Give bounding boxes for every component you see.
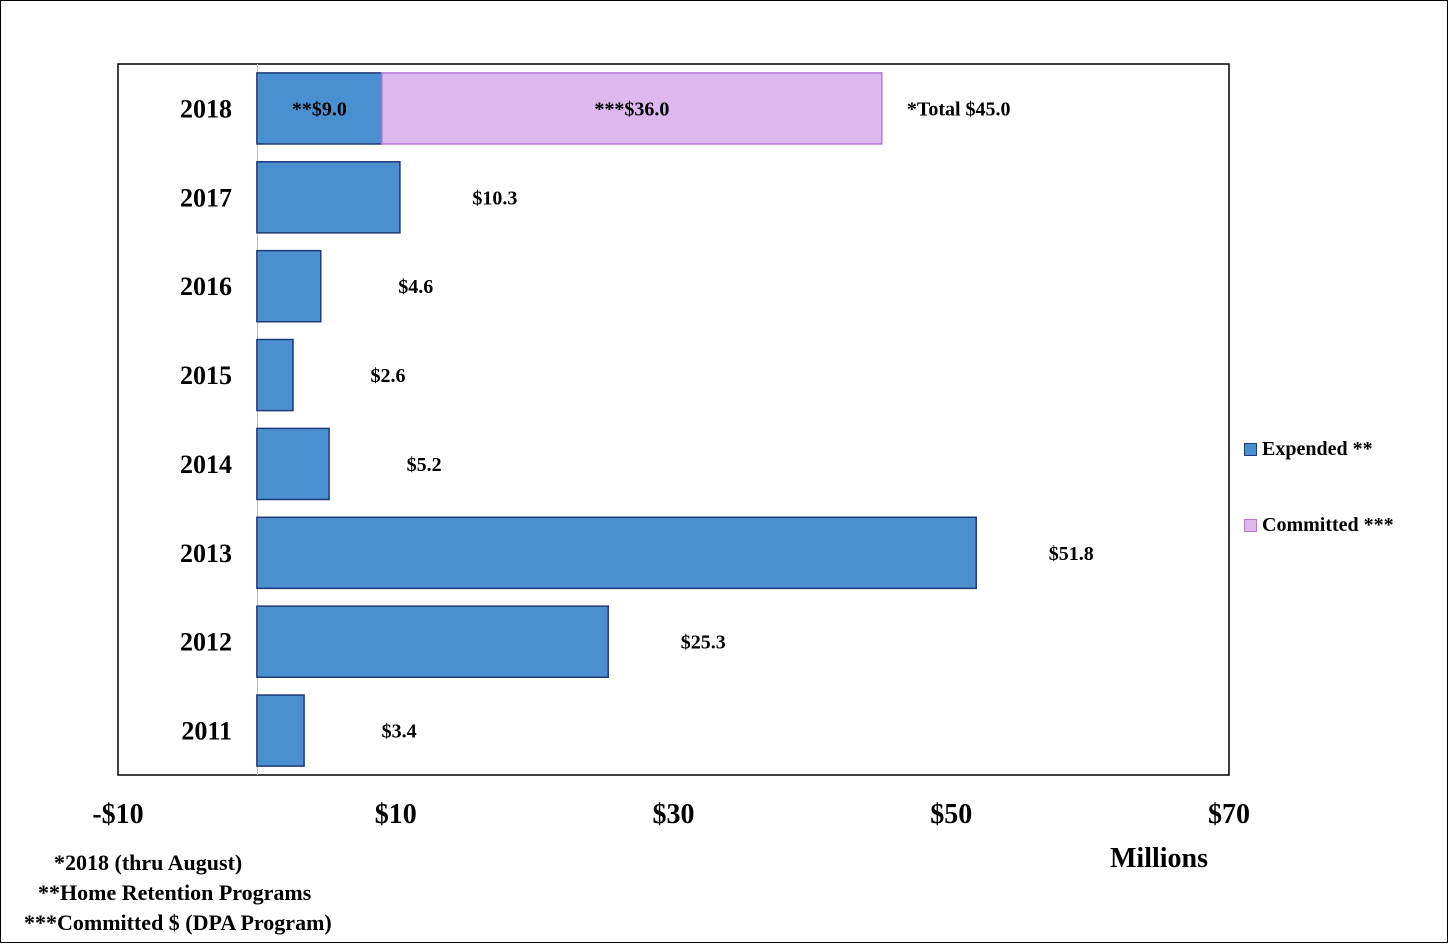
data-label-2011-total: $3.4	[382, 721, 417, 743]
data-label-2012-total: $25.3	[681, 632, 726, 654]
footnote-committed: ***Committed $ (DPA Program)	[24, 910, 332, 935]
legend-item-expended: Expended **	[1244, 436, 1394, 462]
y-tick-label-2015: 2015	[180, 361, 232, 390]
y-tick-label-2016: 2016	[180, 272, 232, 301]
x-tick-label-10: -$10	[92, 799, 143, 830]
bar-expended-2015	[256, 338, 294, 412]
bar-expended-2013	[256, 516, 977, 590]
bar-expended-2012	[256, 605, 609, 678]
legend: Expended ** Committed ***	[1244, 436, 1394, 588]
data-label-2018-expended: **$9.0	[292, 98, 347, 120]
x-tick-label-50: $50	[930, 799, 972, 830]
bar-expended-2014	[256, 427, 330, 501]
legend-item-committed: Committed ***	[1244, 512, 1394, 538]
bars-layer	[256, 72, 977, 767]
data-label-2015-total: $2.6	[370, 365, 405, 387]
x-tick-label-30: $30	[653, 799, 695, 830]
y-tick-label-2012: 2012	[180, 628, 232, 657]
x-tick-label-10: $10	[375, 799, 417, 830]
data-label-2014-total: $5.2	[407, 454, 442, 476]
data-label-2017-total: $10.3	[472, 187, 517, 209]
bar-expended-2011	[256, 694, 305, 767]
data-label-2018-total: *Total $45.0	[907, 98, 1011, 120]
x-tick-label-70: $70	[1208, 799, 1250, 830]
y-tick-label-2011: 2011	[181, 717, 232, 746]
y-tick-label-2014: 2014	[180, 450, 232, 479]
legend-swatch-committed	[1244, 518, 1257, 532]
legend-label-committed: Committed ***	[1262, 513, 1394, 536]
y-tick-label-2018: 2018	[180, 94, 232, 123]
data-label-2016-total: $4.6	[398, 276, 433, 298]
labels-layer: 2018 2017 2016 2015 2014 2013 2012 2011 **$9.0 **…	[92, 94, 1250, 830]
bar-committed-2018	[381, 72, 883, 145]
data-label-2013-total: $51.8	[1049, 543, 1094, 565]
x-axis-title: Millions	[1110, 843, 1209, 874]
legend-swatch-expended	[1244, 442, 1257, 456]
bar-expended-2016	[256, 249, 322, 323]
y-tick-label-2013: 2013	[180, 539, 232, 568]
bar-expended-2017	[256, 161, 401, 234]
bar-expended-2018	[256, 72, 383, 145]
footnote-home-retention: **Home Retention Programs	[38, 880, 312, 905]
legend-label-expended: Expended **	[1262, 437, 1373, 460]
data-label-2018-committed: ***$36.0	[594, 98, 669, 120]
y-tick-label-2017: 2017	[180, 183, 232, 212]
footnote-2018: *2018 (thru August)	[54, 850, 243, 875]
